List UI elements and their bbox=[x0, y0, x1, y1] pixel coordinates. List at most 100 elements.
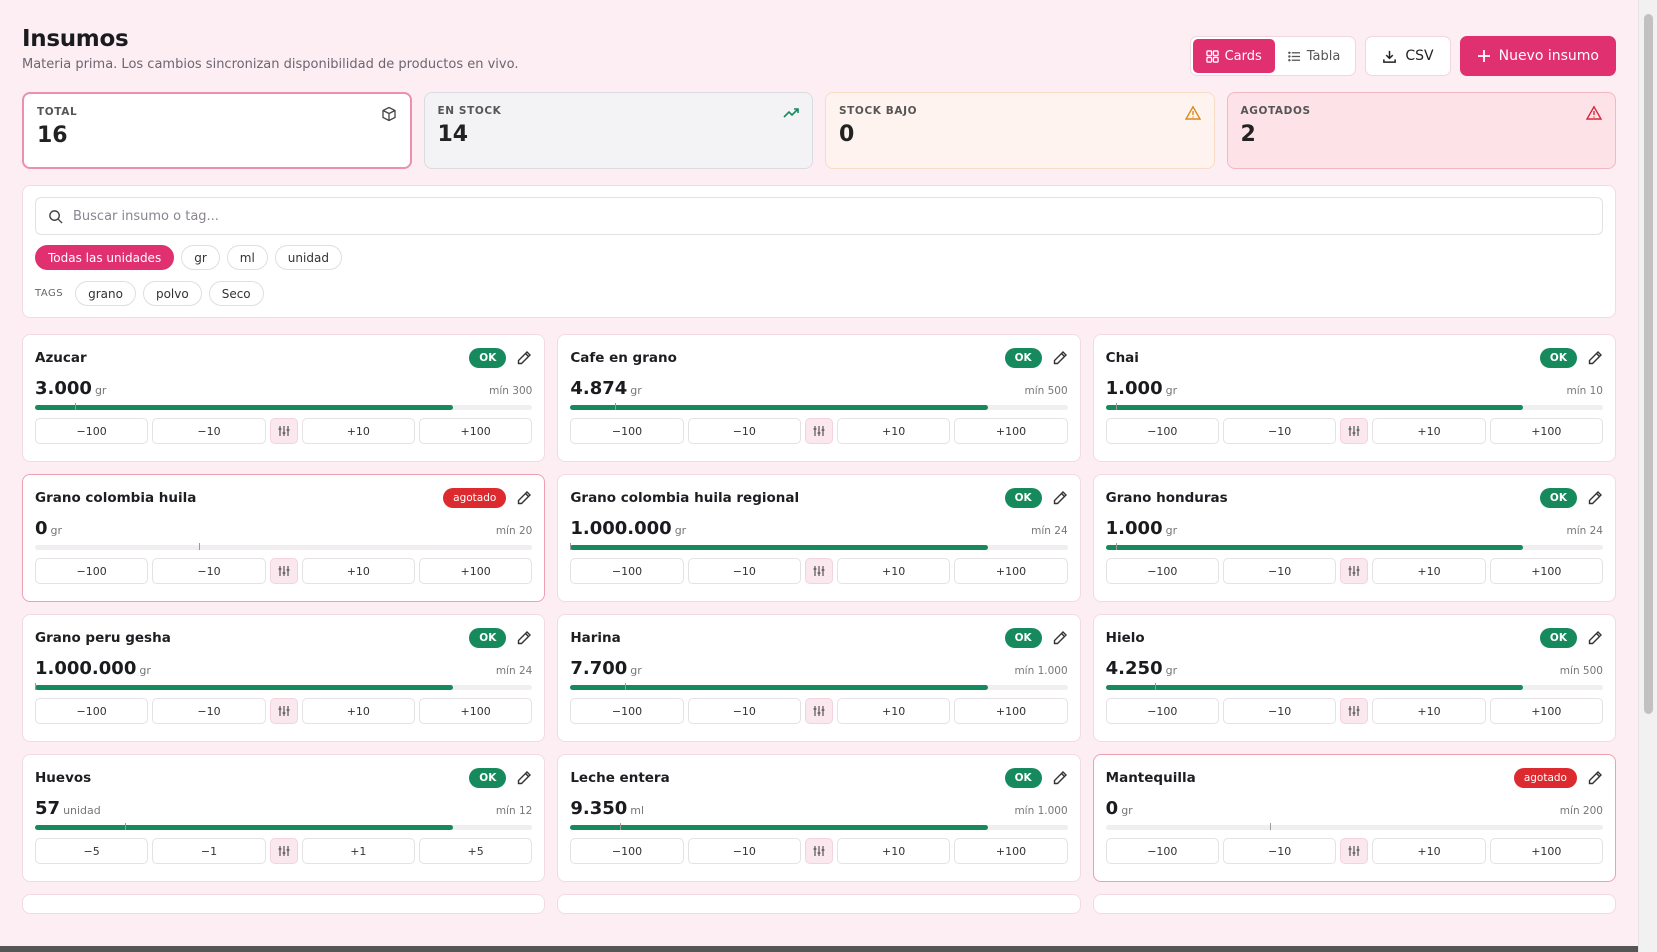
adjust-button[interactable] bbox=[269, 838, 298, 864]
step-button[interactable]: −10 bbox=[152, 698, 266, 724]
adjust-button[interactable] bbox=[269, 698, 298, 724]
step-button[interactable]: −100 bbox=[570, 698, 684, 724]
step-button[interactable]: +100 bbox=[954, 558, 1068, 584]
step-button[interactable]: −1 bbox=[152, 838, 266, 864]
unit-chip-ml[interactable]: ml bbox=[226, 245, 268, 270]
adjust-button[interactable] bbox=[1340, 698, 1369, 724]
scrollbar-thumb[interactable] bbox=[1644, 14, 1653, 714]
step-button[interactable]: −100 bbox=[570, 558, 684, 584]
step-button[interactable]: −10 bbox=[687, 838, 801, 864]
step-button[interactable]: −100 bbox=[1105, 418, 1219, 444]
step-button[interactable]: −10 bbox=[152, 558, 266, 584]
step-button[interactable]: −10 bbox=[1222, 418, 1337, 444]
unit-chip-unidad[interactable]: unidad bbox=[274, 245, 342, 270]
insumo-name: Grano peru gesha bbox=[35, 630, 171, 646]
unit-chip-gr[interactable]: gr bbox=[181, 245, 220, 270]
step-button[interactable]: +100 bbox=[954, 698, 1068, 724]
step-button[interactable]: +10 bbox=[1372, 838, 1486, 864]
step-button[interactable]: +10 bbox=[1372, 558, 1486, 584]
step-button[interactable]: +100 bbox=[418, 418, 533, 444]
stock-bar bbox=[1105, 823, 1603, 830]
qty-row: 3.000 gr mín 300 bbox=[35, 377, 532, 399]
step-button[interactable]: +100 bbox=[418, 558, 533, 584]
pencil-icon[interactable] bbox=[516, 630, 532, 646]
pencil-icon[interactable] bbox=[1052, 630, 1068, 646]
step-button[interactable]: −10 bbox=[1222, 558, 1337, 584]
adjust-button[interactable] bbox=[804, 838, 833, 864]
step-button[interactable]: +10 bbox=[836, 698, 951, 724]
step-button[interactable]: −10 bbox=[687, 418, 801, 444]
search-input[interactable] bbox=[73, 208, 1590, 224]
step-button[interactable]: −10 bbox=[1222, 838, 1337, 864]
tag-chip-seco[interactable]: Seco bbox=[208, 281, 264, 306]
view-table-button[interactable]: Tabla bbox=[1275, 39, 1354, 73]
step-button[interactable]: −10 bbox=[687, 558, 801, 584]
tag-chip-grano[interactable]: grano bbox=[75, 281, 136, 306]
pencil-icon[interactable] bbox=[1052, 350, 1068, 366]
step-button[interactable]: +10 bbox=[836, 418, 951, 444]
step-button[interactable]: +100 bbox=[1489, 418, 1603, 444]
step-button[interactable]: +100 bbox=[1489, 558, 1603, 584]
insumo-card: Harina OK 7.700 gr mín 1.000 −100 −10 +10 +100 bbox=[557, 614, 1081, 742]
step-button[interactable]: −100 bbox=[35, 558, 149, 584]
step-button[interactable]: −100 bbox=[35, 418, 149, 444]
unit: gr bbox=[1165, 664, 1178, 677]
step-button[interactable]: +100 bbox=[1489, 698, 1603, 724]
step-button[interactable]: +5 bbox=[418, 838, 533, 864]
step-button[interactable]: +10 bbox=[301, 418, 415, 444]
adjust-button[interactable] bbox=[269, 418, 298, 444]
step-button[interactable]: −5 bbox=[35, 838, 149, 864]
step-button[interactable]: +1 bbox=[301, 838, 415, 864]
pencil-icon[interactable] bbox=[1587, 490, 1603, 506]
scrollbar[interactable] bbox=[1638, 0, 1657, 952]
adjust-button[interactable] bbox=[1340, 558, 1369, 584]
step-button[interactable]: +100 bbox=[1489, 838, 1603, 864]
pencil-icon[interactable] bbox=[516, 350, 532, 366]
step-button[interactable]: −10 bbox=[1222, 698, 1337, 724]
pencil-icon[interactable] bbox=[516, 770, 532, 786]
tag-chip-polvo[interactable]: polvo bbox=[142, 281, 202, 306]
step-button[interactable]: −100 bbox=[35, 698, 149, 724]
stat-value: 16 bbox=[37, 123, 68, 148]
min-marker bbox=[620, 823, 622, 830]
step-button[interactable]: −10 bbox=[687, 698, 801, 724]
csv-button[interactable]: CSV bbox=[1365, 36, 1451, 76]
step-button[interactable]: +10 bbox=[301, 558, 415, 584]
view-cards-button[interactable]: Cards bbox=[1192, 39, 1275, 73]
adjust-button[interactable] bbox=[804, 698, 833, 724]
sliders-icon bbox=[813, 566, 825, 576]
adjust-button[interactable] bbox=[1340, 838, 1369, 864]
adjust-button[interactable] bbox=[1340, 418, 1369, 444]
adjust-button[interactable] bbox=[804, 558, 833, 584]
min-marker bbox=[1155, 683, 1157, 690]
step-button[interactable]: +100 bbox=[954, 418, 1068, 444]
pencil-icon[interactable] bbox=[1052, 490, 1068, 506]
pencil-icon[interactable] bbox=[516, 490, 532, 506]
page-subtitle: Materia prima. Los cambios sincronizan d… bbox=[22, 57, 519, 72]
step-button[interactable]: −100 bbox=[1105, 698, 1219, 724]
step-button[interactable]: −10 bbox=[152, 418, 266, 444]
qty-row: 1.000 gr mín 24 bbox=[1106, 517, 1603, 539]
pencil-icon[interactable] bbox=[1587, 350, 1603, 366]
filters-panel: Todas las unidades gr ml unidad TAGS gra… bbox=[22, 185, 1616, 318]
adjust-button[interactable] bbox=[269, 558, 298, 584]
adjust-button[interactable] bbox=[804, 418, 833, 444]
unit-chip-all[interactable]: Todas las unidades bbox=[35, 245, 175, 270]
step-button[interactable]: +100 bbox=[954, 838, 1068, 864]
pencil-icon[interactable] bbox=[1587, 630, 1603, 646]
status-badge: OK bbox=[469, 768, 507, 788]
step-button[interactable]: +10 bbox=[1372, 418, 1486, 444]
step-button[interactable]: +10 bbox=[836, 838, 951, 864]
pencil-icon[interactable] bbox=[1587, 770, 1603, 786]
step-button[interactable]: +10 bbox=[836, 558, 951, 584]
step-button[interactable]: +100 bbox=[418, 698, 533, 724]
new-insumo-button[interactable]: Nuevo insumo bbox=[1459, 36, 1616, 76]
step-button[interactable]: +10 bbox=[1372, 698, 1486, 724]
step-button[interactable]: −100 bbox=[1105, 838, 1219, 864]
step-button[interactable]: −100 bbox=[1105, 558, 1219, 584]
pencil-icon[interactable] bbox=[1052, 770, 1068, 786]
step-button[interactable]: −100 bbox=[570, 418, 684, 444]
step-button[interactable]: −100 bbox=[570, 838, 684, 864]
insumo-name: Azucar bbox=[35, 350, 87, 366]
step-button[interactable]: +10 bbox=[301, 698, 415, 724]
